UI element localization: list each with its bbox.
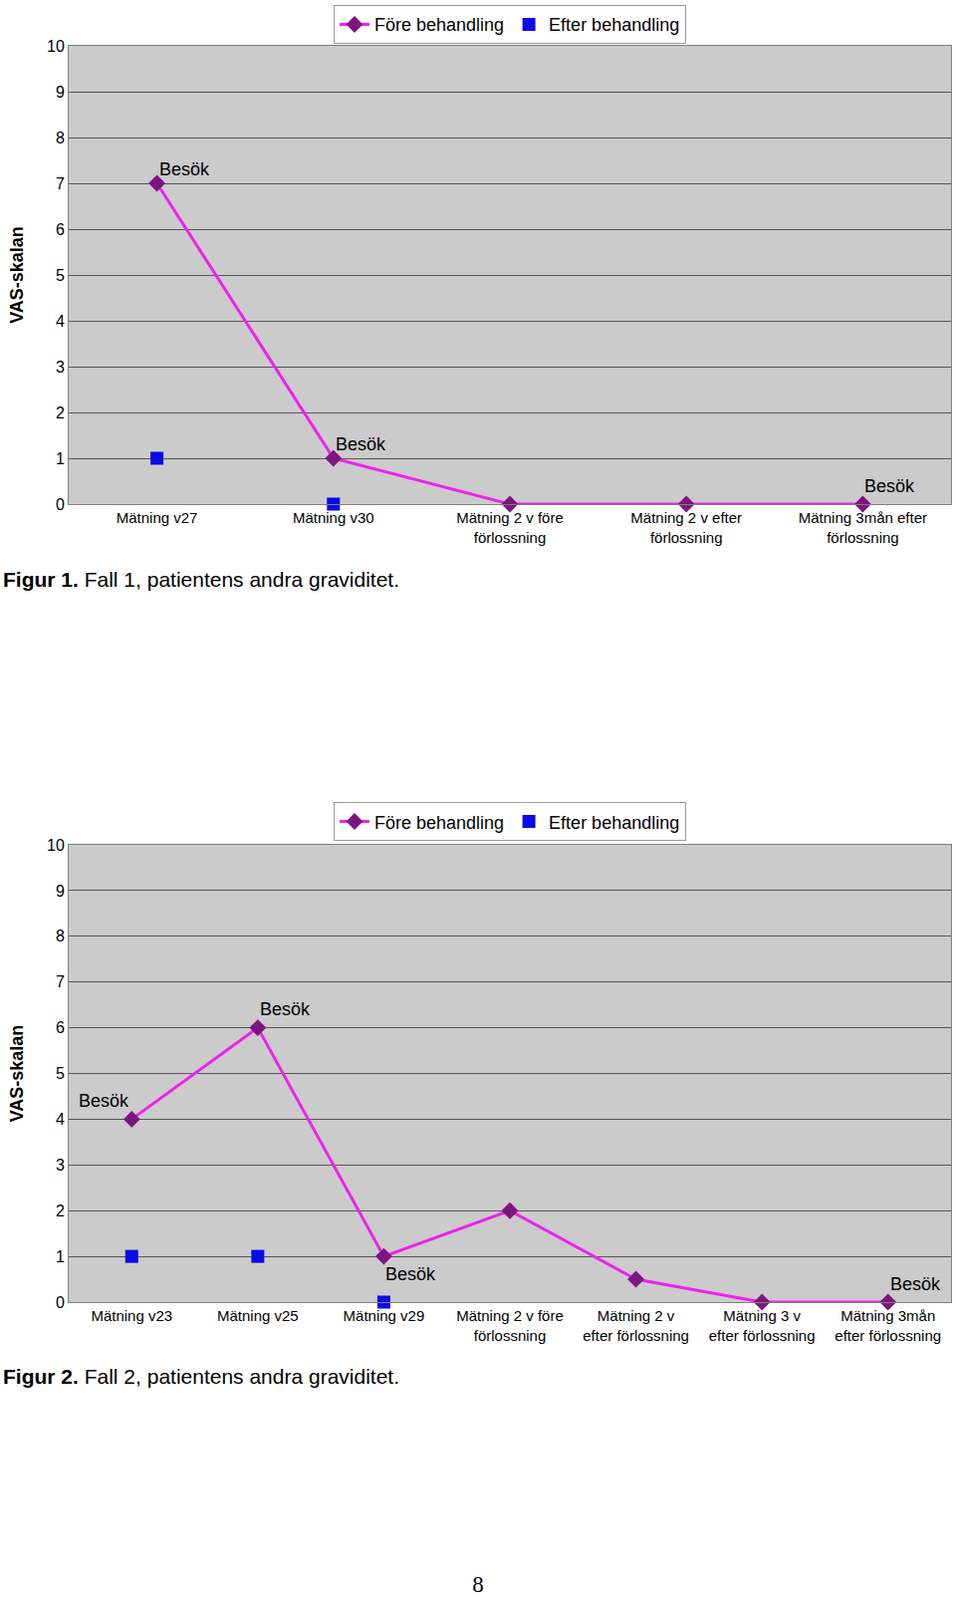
svg-text:5: 5 <box>55 1064 65 1082</box>
svg-text:6: 6 <box>55 1018 65 1036</box>
svg-text:Före behandling: Före behandling <box>374 14 504 35</box>
svg-text:Mätning v27: Mätning v27 <box>116 508 199 526</box>
svg-text:Mätning 2 v föreförlossning: Mätning 2 v föreförlossning <box>456 1306 564 1344</box>
svg-text:Mätning v30: Mätning v30 <box>292 508 375 526</box>
svg-text:Besök: Besök <box>385 1263 437 1284</box>
svg-text:VAS-skalan: VAS-skalan <box>6 226 27 324</box>
svg-text:4: 4 <box>55 312 65 330</box>
svg-text:1: 1 <box>55 1247 65 1265</box>
html-text:8: 8 <box>472 1571 484 1597</box>
svg-text:10: 10 <box>46 836 65 854</box>
svg-text:0: 0 <box>55 495 65 513</box>
svg-text:7: 7 <box>55 175 65 193</box>
svg-text:Besök: Besök <box>259 998 311 1019</box>
svg-text:Mätning 2 vefter förlossning: Mätning 2 vefter förlossning <box>582 1306 690 1344</box>
svg-text:Mätning 2 v efterförlossning: Mätning 2 v efterförlossning <box>630 508 742 546</box>
html-text:Figur 2. Fall 2, patientens an: Figur 2. Fall 2, patientens andra gravid… <box>2 1364 400 1388</box>
svg-text:8: 8 <box>55 129 65 147</box>
svg-text:4: 4 <box>55 1110 65 1128</box>
html-text:Figur 1. Fall 1, patientens an: Figur 1. Fall 1, patientens andra gravid… <box>2 567 400 591</box>
svg-text:VAS-skalan: VAS-skalan <box>6 1024 27 1123</box>
svg-text:9: 9 <box>55 83 65 101</box>
svg-text:Efter behandling: Efter behandling <box>548 14 680 35</box>
svg-text:Besök: Besök <box>864 476 916 496</box>
svg-text:Besök: Besök <box>890 1273 942 1294</box>
svg-text:8: 8 <box>55 927 65 945</box>
svg-text:3: 3 <box>55 358 65 376</box>
svg-text:Efter behandling: Efter behandling <box>548 811 680 832</box>
svg-text:Mätning 3 vefter förlossning: Mätning 3 vefter förlossning <box>709 1306 816 1344</box>
svg-text:7: 7 <box>55 972 65 990</box>
svg-text:1: 1 <box>55 450 65 468</box>
svg-text:10: 10 <box>46 37 65 55</box>
svg-text:Mätning v23: Mätning v23 <box>90 1306 173 1324</box>
svg-text:Mätning 3mån efterförlossning: Mätning 3mån efterförlossning <box>798 508 928 546</box>
svg-text:Besök: Besök <box>335 434 387 455</box>
svg-text:0: 0 <box>55 1293 65 1311</box>
svg-text:5: 5 <box>55 266 65 284</box>
svg-text:3: 3 <box>55 1156 65 1174</box>
svg-text:Mätning v29: Mätning v29 <box>343 1306 426 1324</box>
svg-text:Besök: Besök <box>78 1090 130 1111</box>
svg-text:Före behandling: Före behandling <box>374 811 504 832</box>
svg-text:Mätning 3månefter förlossning: Mätning 3månefter förlossning <box>834 1306 942 1344</box>
svg-text:Besök: Besök <box>159 159 211 180</box>
svg-text:9: 9 <box>55 882 65 900</box>
svg-text:Mätning v25: Mätning v25 <box>217 1306 299 1324</box>
svg-text:6: 6 <box>55 221 65 239</box>
svg-text:2: 2 <box>55 404 65 422</box>
svg-text:2: 2 <box>55 1201 65 1219</box>
svg-text:Mätning 2 v föreförlossning: Mätning 2 v föreförlossning <box>456 508 564 546</box>
